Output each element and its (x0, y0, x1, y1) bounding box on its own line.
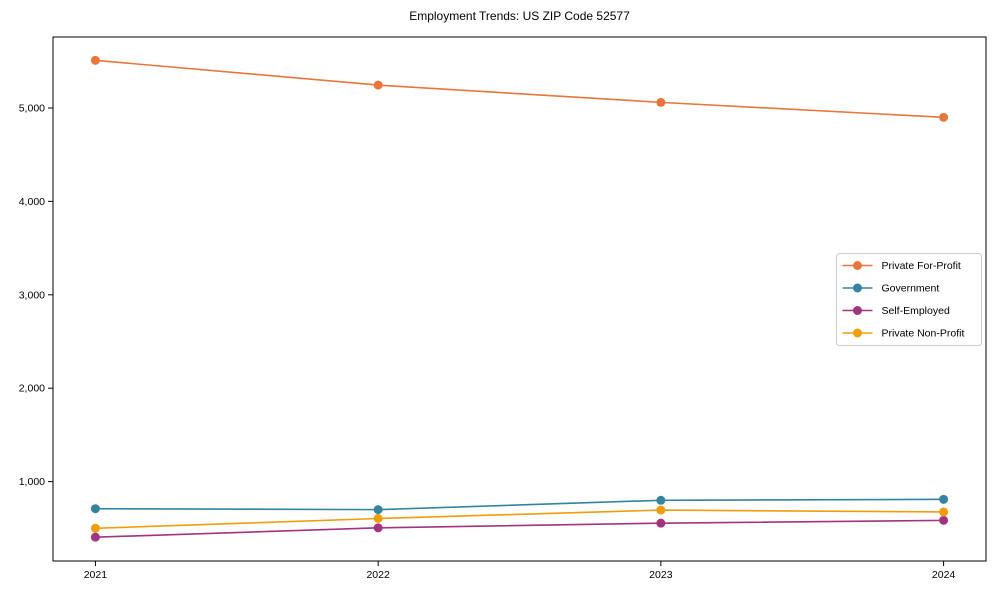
series-marker-private-for-profit (656, 97, 666, 107)
series-marker-self-employed (939, 515, 949, 525)
series-marker-self-employed (373, 523, 383, 533)
series-marker-private-non-profit (90, 523, 100, 533)
series-marker-private-non-profit (939, 507, 949, 517)
series-marker-self-employed (656, 518, 666, 528)
series-marker-private-non-profit (373, 514, 383, 524)
y-tick-label: 3,000 (19, 289, 45, 301)
legend-marker-private-non-profit (853, 328, 862, 338)
series-line-private-non-profit (95, 509, 944, 530)
series-marker-self-employed (90, 532, 100, 542)
series-marker-private-non-profit (656, 505, 666, 515)
x-tick-label: 2021 (84, 569, 108, 581)
legend-marker-private-for-profit (853, 261, 862, 270)
series-marker-government (373, 505, 383, 515)
legend-marker-self-employed (853, 306, 862, 315)
legend-label-government: Government (882, 283, 940, 295)
y-tick-label: 5,000 (19, 102, 45, 114)
legend-label-private-non-profit: Private Non-Profit (882, 328, 965, 340)
legend-box (836, 253, 982, 346)
series-line-self-employed (95, 519, 944, 538)
x-tick-label: 2024 (932, 569, 956, 581)
series-marker-government (90, 504, 100, 514)
legend-marker-government (853, 283, 862, 293)
x-tick-label: 2022 (366, 569, 390, 581)
y-tick-label: 4,000 (19, 196, 45, 208)
legend-label-private-for-profit: Private For-Profit (882, 260, 961, 272)
series-line-private-for-profit (95, 59, 944, 119)
series-marker-private-for-profit (373, 80, 383, 90)
series-marker-private-for-profit (939, 112, 949, 122)
series-marker-government (656, 495, 666, 505)
series-marker-private-for-profit (90, 55, 100, 65)
y-tick-label: 2,000 (19, 383, 45, 395)
plot-border (52, 36, 987, 562)
legend-label-self-employed: Self-Employed (882, 305, 950, 317)
series-marker-government (939, 494, 949, 504)
chart-title: Employment Trends: US ZIP Code 52577 (409, 9, 630, 23)
x-tick-label: 2023 (649, 569, 673, 581)
y-tick-label: 1,000 (19, 476, 45, 488)
series-line-government (95, 498, 944, 511)
